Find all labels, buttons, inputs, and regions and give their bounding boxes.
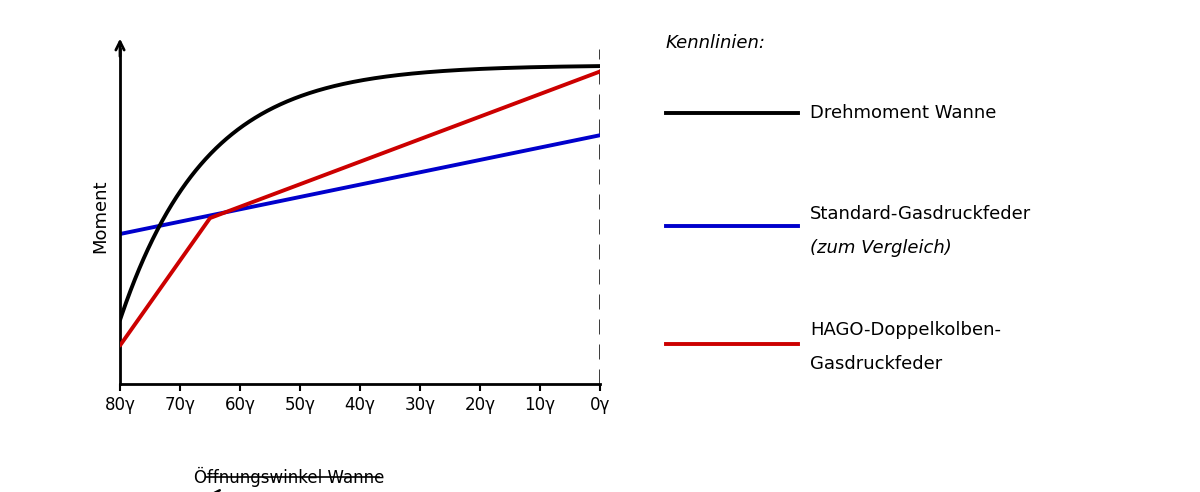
Text: HAGO-Doppelkolben-: HAGO-Doppelkolben- [810,321,1001,338]
Text: Drehmoment Wanne: Drehmoment Wanne [810,104,996,122]
Text: (zum Vergleich): (zum Vergleich) [810,240,952,257]
Text: Kennlinien:: Kennlinien: [666,34,766,53]
Text: Standard-Gasdruckfeder: Standard-Gasdruckfeder [810,205,1031,223]
Text: Öffnungswinkel Wanne: Öffnungswinkel Wanne [193,467,384,488]
Text: Gasdruckfeder: Gasdruckfeder [810,355,942,373]
Y-axis label: Moment: Moment [91,180,109,253]
